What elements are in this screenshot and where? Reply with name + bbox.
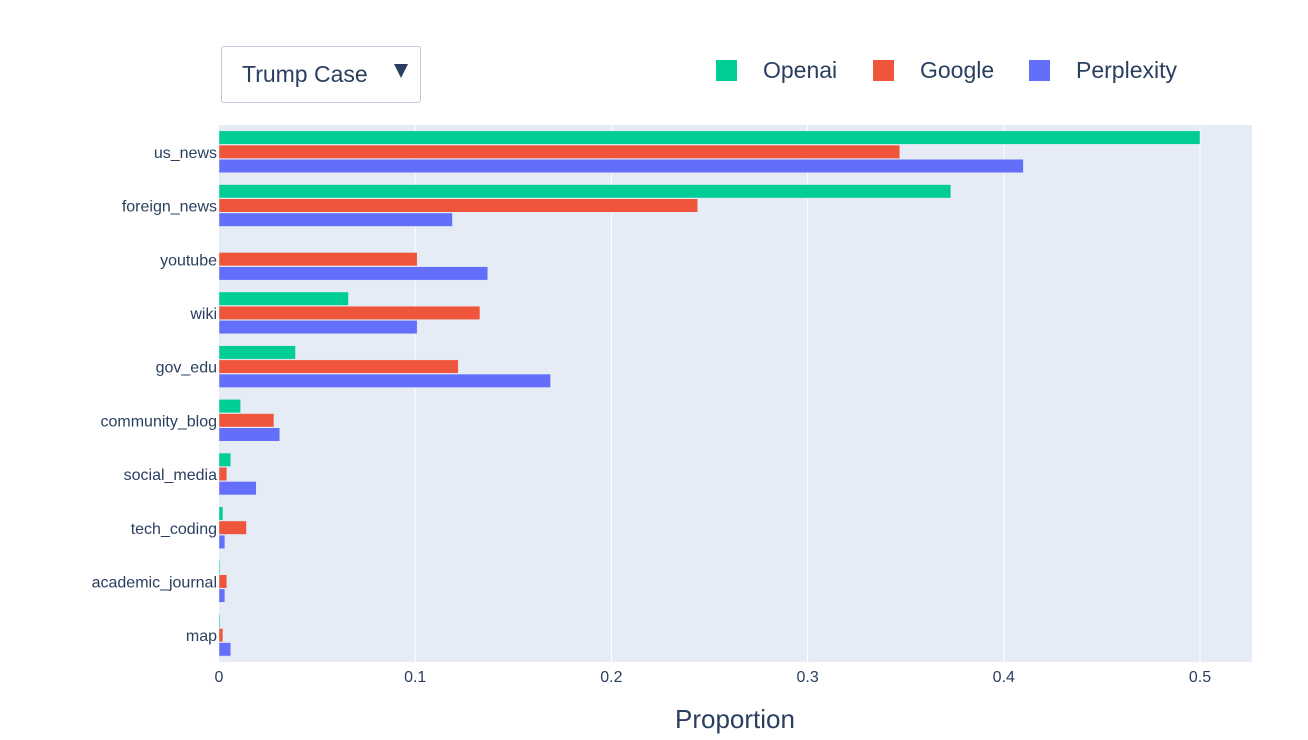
y-tick-label-us-news: us_news bbox=[154, 145, 217, 162]
bar-openai-us-news[interactable] bbox=[218, 130, 1201, 145]
bar-openai-academic-journal[interactable] bbox=[218, 560, 221, 575]
x-tick-label: 0.5 bbox=[1189, 669, 1211, 686]
x-axis-title: Proportion bbox=[675, 704, 795, 734]
x-axis-tick-labels: 0 0.1 0.2 0.3 0.4 0.5 bbox=[215, 669, 1212, 686]
bar-google-foreign-news[interactable] bbox=[218, 198, 698, 213]
bar-openai-gov-edu[interactable] bbox=[218, 345, 296, 360]
y-tick-label-community-blog: community_blog bbox=[101, 413, 218, 430]
case-dropdown[interactable]: Trump Case bbox=[221, 46, 421, 103]
bar-perplexity-tech-coding[interactable] bbox=[218, 534, 226, 549]
y-tick-label-academic-journal: academic_journal bbox=[92, 574, 217, 591]
bar-google-community-blog[interactable] bbox=[218, 413, 275, 428]
y-tick-label-tech-coding: tech_coding bbox=[131, 521, 217, 538]
bar-openai-community-blog[interactable] bbox=[218, 399, 241, 414]
bar-perplexity-community-blog[interactable] bbox=[218, 427, 281, 442]
y-tick-label-foreign-news: foreign_news bbox=[122, 199, 217, 216]
bar-perplexity-us-news[interactable] bbox=[218, 159, 1024, 173]
legend-swatch-perplexity bbox=[1029, 60, 1050, 81]
y-tick-label-map: map bbox=[186, 628, 217, 645]
legend-swatch-openai bbox=[716, 60, 737, 81]
bar-openai-tech-coding[interactable] bbox=[218, 506, 224, 521]
bar-perplexity-social-media[interactable] bbox=[218, 481, 257, 496]
y-tick-label-social-media: social_media bbox=[124, 467, 217, 484]
caret-down-icon bbox=[394, 64, 408, 78]
legend-swatch-google bbox=[873, 60, 894, 81]
x-tick-label: 0.4 bbox=[993, 669, 1015, 686]
bar-openai-wiki[interactable] bbox=[218, 291, 349, 306]
bar-perplexity-wiki[interactable] bbox=[218, 320, 418, 335]
x-tick-label: 0.2 bbox=[600, 669, 622, 686]
bar-google-academic-journal[interactable] bbox=[218, 574, 228, 589]
bar-openai-social-media[interactable] bbox=[218, 452, 232, 467]
dropdown-selected-label: Trump Case bbox=[242, 61, 368, 87]
bar-google-map[interactable] bbox=[218, 628, 224, 643]
bar-perplexity-academic-journal[interactable] bbox=[218, 588, 226, 603]
bar-google-gov-edu[interactable] bbox=[218, 359, 459, 374]
bar-perplexity-gov-edu[interactable] bbox=[218, 373, 551, 388]
x-tick-label: 0 bbox=[215, 669, 224, 686]
bar-openai-foreign-news[interactable] bbox=[218, 184, 952, 199]
y-tick-label-gov-edu: gov_edu bbox=[156, 360, 217, 377]
x-tick-label: 0.1 bbox=[404, 669, 426, 686]
bar-perplexity-map[interactable] bbox=[218, 642, 232, 657]
bar-google-us-news[interactable] bbox=[218, 144, 901, 159]
bar-perplexity-foreign-news[interactable] bbox=[218, 212, 453, 227]
y-tick-label-wiki: wiki bbox=[189, 306, 217, 323]
bar-perplexity-youtube[interactable] bbox=[218, 266, 489, 281]
bar-google-social-media[interactable] bbox=[218, 467, 228, 481]
bars bbox=[218, 130, 1201, 657]
bar-google-tech-coding[interactable] bbox=[218, 520, 247, 535]
bar-openai-map[interactable] bbox=[218, 613, 221, 628]
y-tick-label-youtube: youtube bbox=[160, 252, 217, 269]
x-tick-label: 0.3 bbox=[796, 669, 818, 686]
bar-google-youtube[interactable] bbox=[218, 252, 418, 267]
legend-label-perplexity: Perplexity bbox=[1076, 57, 1177, 83]
legend-label-google: Google bbox=[920, 57, 995, 83]
bar-google-wiki[interactable] bbox=[218, 305, 481, 320]
legend-label-openai: Openai bbox=[763, 57, 838, 83]
